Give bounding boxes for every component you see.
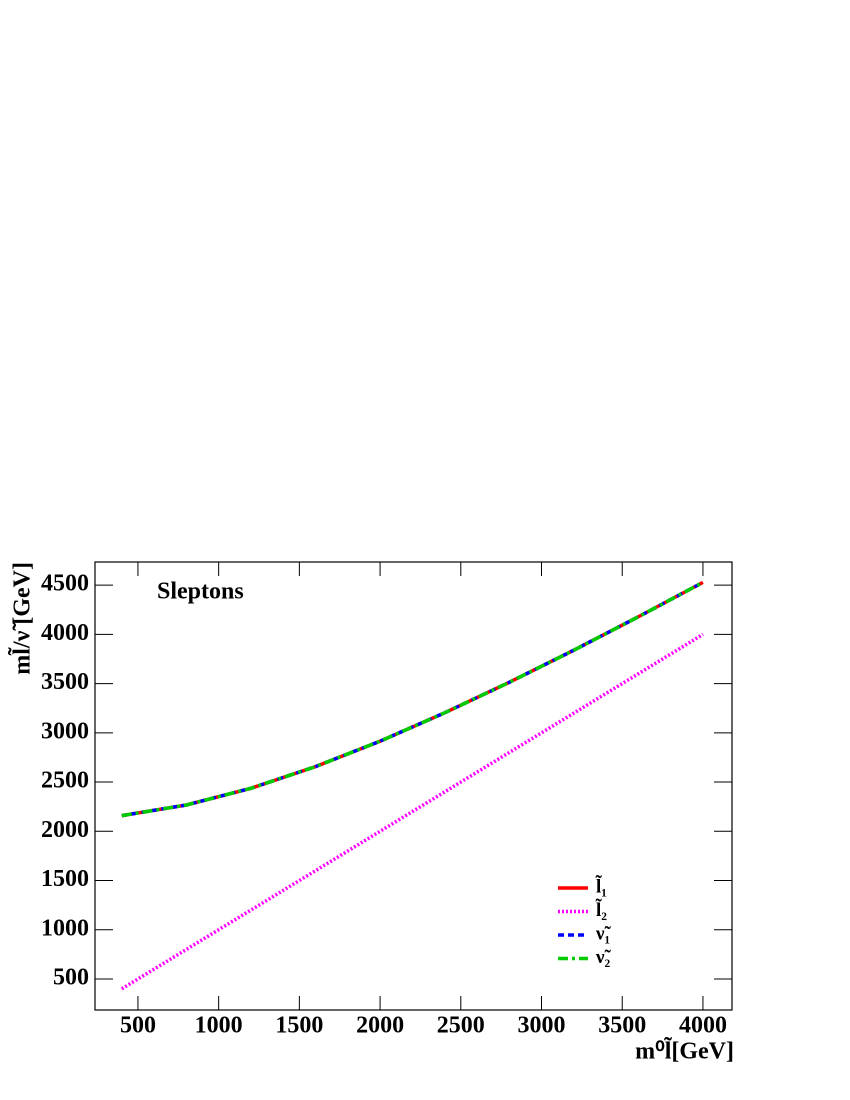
legend-label: ν̃₂ [595,947,611,968]
y-tick-label: 4500 [41,571,89,597]
x-tick-label: 2500 [437,1013,485,1039]
x-tick-label: 2000 [356,1013,404,1039]
y-tick-label: 500 [53,964,89,990]
legend-label: l̃₁ [595,876,607,898]
y-tick-label: 1500 [41,866,89,892]
legend-label: l̃₂ [595,899,607,921]
series-line [121,580,704,818]
y-tick-label: 1000 [41,915,89,941]
plot-frame [94,561,733,1011]
y-tick-label: 2000 [41,817,89,843]
x-tick-label: 3500 [598,1013,646,1039]
y-tick-label: 3000 [41,718,89,744]
legend-label: ν̃₁ [595,923,611,944]
y-axis-label: ml̃/ν̃ [GeV] [9,562,36,675]
x-tick-label: 1000 [195,1013,243,1039]
series-line [121,580,704,818]
y-tick-label: 3500 [41,669,89,695]
x-tick-label: 1500 [275,1013,323,1039]
x-tick-label: 3000 [518,1013,566,1039]
x-tick-label: 4000 [679,1013,727,1039]
y-tick-label: 4000 [41,620,89,646]
series-line [120,632,704,991]
x-tick-label: 500 [120,1013,156,1039]
series-line [121,580,704,818]
y-tick-label: 2500 [41,768,89,794]
annotation: Sleptons [157,579,244,605]
x-axis-label: m⁰l̃[GeV] [635,1038,734,1065]
